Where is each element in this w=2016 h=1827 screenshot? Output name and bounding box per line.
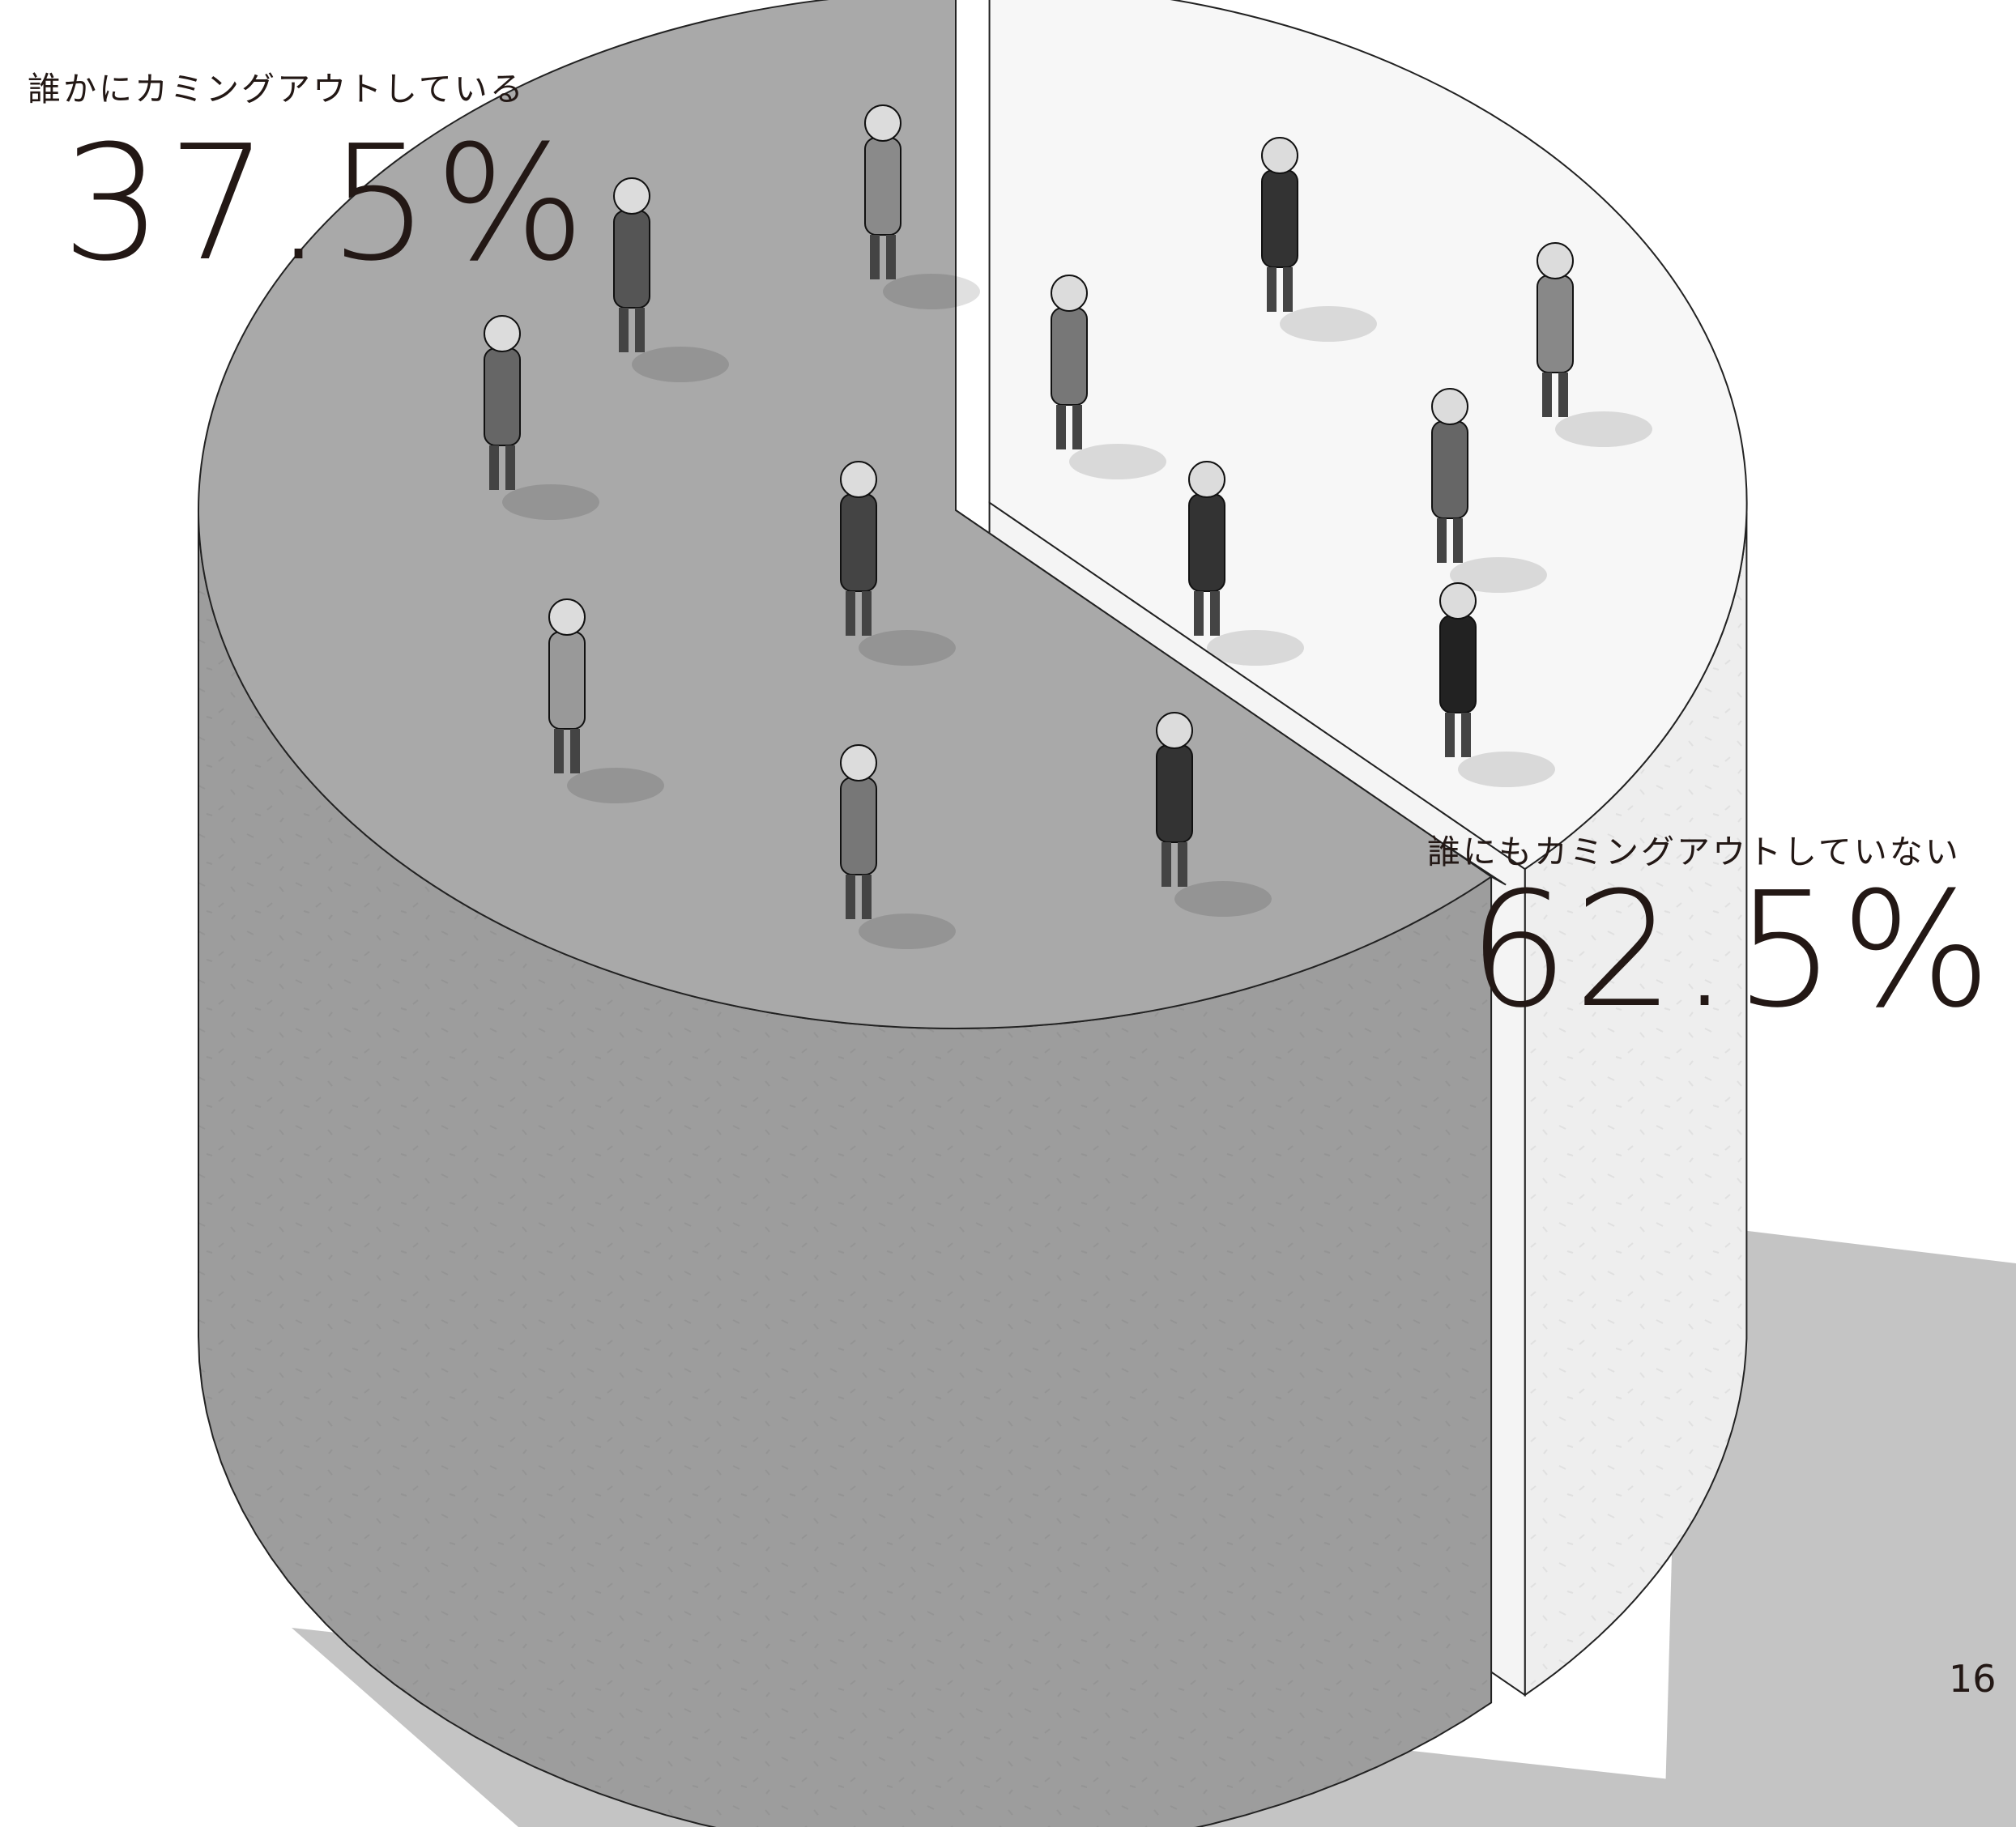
figure-8 [1431,388,1547,593]
figure-0 [864,104,980,309]
figure-1 [613,177,729,382]
slice-top-0 [988,0,1748,871]
figure-9 [1188,461,1304,666]
figure-12 [1156,712,1272,917]
figure-6 [1051,275,1166,479]
slice-side-texture-1 [198,510,1492,1827]
page-number: 16 [1949,1657,1997,1701]
slice-label-not-come-out: 誰にもカミングアウトしていない [1427,833,1961,871]
figure-10 [1439,582,1555,787]
figure-7 [1537,242,1652,447]
slice-sides [198,500,1748,1827]
figure-11 [840,744,956,949]
figure-4 [548,598,664,803]
figure-5 [1261,137,1377,342]
figures [484,104,1652,949]
slice-side-texture-0 [1524,513,1747,1696]
cylinder-shadow-right [1664,1223,2016,1827]
slice-value-come-out: 37.5% [62,112,590,296]
figure-2 [484,315,599,520]
slice-label-come-out: 誰かにカミングアウトしている [28,70,526,109]
slice-value-not-come-out: 62.5% [1468,858,1997,1043]
figure-3 [840,461,956,666]
